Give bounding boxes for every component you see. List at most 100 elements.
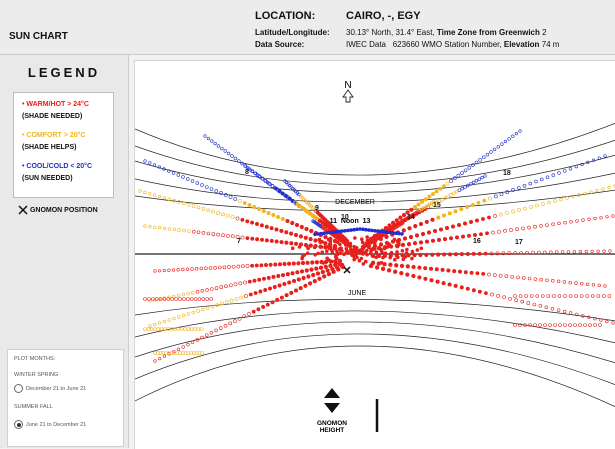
- sun-position-dot: [275, 214, 281, 220]
- sun-position-dot: [571, 194, 575, 199]
- sun-position-dot: [322, 274, 327, 279]
- sun-position-dot: [190, 267, 194, 271]
- radio-jun-dec-circle[interactable]: [14, 420, 23, 429]
- sun-position-dot: [227, 265, 231, 269]
- sun-position-dot: [294, 222, 300, 228]
- sun-position-dot: [361, 246, 366, 250]
- sun-position-dot: [201, 231, 206, 235]
- sun-position-dot: [587, 315, 591, 319]
- sun-position-dot: [257, 207, 261, 211]
- sun-position-dot: [191, 204, 196, 208]
- sun-position-dot: [194, 267, 199, 271]
- sun-position-dot: [193, 297, 198, 301]
- timezone-value: 2: [542, 28, 547, 37]
- sun-position-dot: [579, 294, 584, 298]
- sun-position-dot: [369, 248, 373, 252]
- sun-position-dot: [325, 268, 330, 273]
- sun-position-dot: [234, 297, 239, 301]
- sun-position-dot: [438, 186, 443, 191]
- sun-position-dot: [299, 269, 305, 274]
- radio-jun-dec[interactable]: June 21 to December 21: [14, 420, 86, 429]
- sun-position-dot: [259, 263, 264, 268]
- sun-position-dot: [475, 271, 480, 276]
- gnomon-height-label-1: GNOMON: [317, 420, 347, 427]
- sun-position-dot: [463, 221, 467, 226]
- sun-position-dot: [176, 268, 180, 272]
- sun-position-dot: [463, 270, 468, 275]
- sun-position-dot: [393, 269, 398, 274]
- sun-position-dot: [562, 309, 567, 314]
- sun-position-dot: [538, 323, 542, 327]
- sun-position-dot: [289, 241, 294, 246]
- sun-position-dot: [287, 261, 292, 266]
- radio-dec-jun-circle[interactable]: [14, 384, 23, 393]
- sun-position-dot: [411, 264, 416, 270]
- sun-position-dot: [187, 203, 191, 207]
- sun-position-dot: [153, 359, 157, 363]
- sun-position-dot: [328, 240, 333, 244]
- sun-position-dot: [190, 179, 195, 183]
- radio-dec-jun-label[interactable]: December 21 to June 21: [26, 385, 87, 392]
- sun-position-dot: [380, 250, 384, 254]
- sun-position-dot: [597, 156, 601, 160]
- sun-position-dot: [290, 271, 295, 276]
- sun-position-dot: [365, 235, 369, 239]
- sun-position-dot: [245, 264, 250, 268]
- sun-position-dot: [452, 176, 457, 181]
- sun-position-dot: [430, 238, 436, 243]
- sun-position-dot: [477, 251, 482, 256]
- sun-position-dot: [355, 227, 359, 232]
- sun-position-dot: [511, 134, 515, 138]
- sun-position-dot: [418, 221, 424, 227]
- sun-position-dot: [157, 269, 162, 273]
- sun-position-dot: [482, 198, 487, 203]
- sun-position-dot: [146, 327, 151, 331]
- sun-position-dot: [474, 160, 479, 165]
- sun-position-dot: [551, 222, 555, 227]
- sun-position-dot: [405, 210, 410, 215]
- sun-position-dot: [331, 230, 335, 234]
- sun-position-dot: [568, 294, 573, 298]
- group2-label: SUMMER FALL: [14, 404, 53, 410]
- sun-position-dot: [309, 267, 314, 272]
- sun-position-dot: [176, 173, 181, 177]
- sun-position-dot: [317, 276, 322, 281]
- sun-position-dot: [400, 232, 404, 236]
- radio-jun-dec-label[interactable]: June 21 to December 21: [26, 421, 87, 428]
- sun-position-dot: [240, 235, 245, 240]
- sun-position-dot: [233, 156, 238, 161]
- sun-position-dot: [407, 226, 412, 231]
- sun-position-dot: [211, 209, 215, 214]
- up-down-arrow-icon[interactable]: [324, 388, 340, 413]
- sun-position-dot: [457, 188, 462, 192]
- radio-dec-jun[interactable]: December 21 to June 21: [14, 384, 86, 393]
- sun-position-dot: [229, 298, 234, 303]
- sun-position-dot: [447, 252, 453, 257]
- sun-position-dot: [394, 263, 399, 268]
- sun-position-dot: [239, 295, 244, 300]
- sun-position-dot: [143, 224, 147, 228]
- sun-position-dot: [401, 257, 406, 262]
- hour-label-14: 14: [407, 214, 415, 221]
- sun-position-dot: [318, 265, 324, 270]
- sun-position-dot: [209, 297, 213, 301]
- sun-position-dot: [262, 276, 266, 281]
- sun-position-dot: [339, 246, 343, 251]
- sun-position-dot: [162, 319, 167, 324]
- sun-position-dot: [322, 231, 326, 235]
- sun-position-dot: [312, 278, 317, 284]
- sun-position-dot: [554, 250, 559, 254]
- sun-position-dot: [386, 268, 392, 273]
- sun-position-dot: [511, 188, 515, 192]
- sun-position-dot: [424, 204, 429, 208]
- sun-position-dot: [303, 283, 308, 288]
- sun-position-dot: [181, 267, 185, 272]
- sun-position-dot: [273, 186, 277, 190]
- sun-position-dot: [568, 280, 572, 285]
- sun-position-dot: [469, 182, 473, 186]
- sun-position-dot: [398, 215, 403, 220]
- sun-position-dot: [586, 160, 590, 165]
- sun-position-dot: [496, 294, 500, 298]
- sun-position-dot: [258, 289, 263, 294]
- sun-position-dot: [580, 282, 584, 286]
